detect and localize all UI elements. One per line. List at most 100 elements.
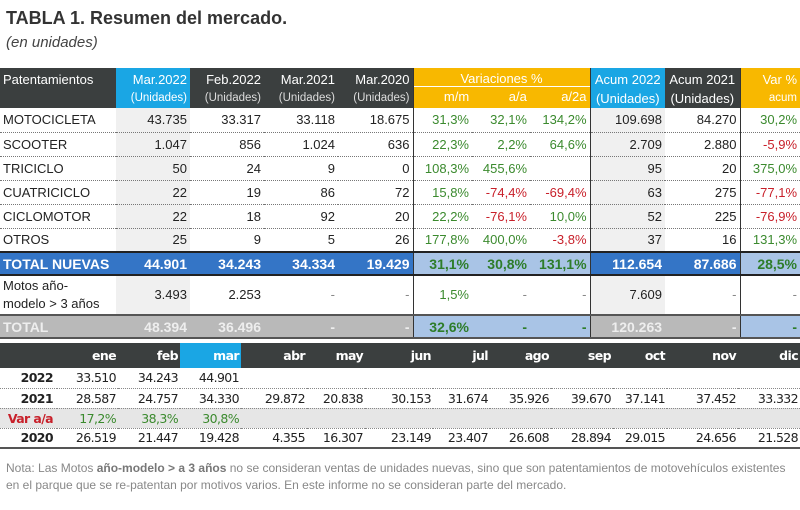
header-acum2022: Acum 2022 (Unidades) bbox=[589, 68, 666, 108]
header-label: Variaciones % bbox=[413, 68, 590, 87]
cell: -77,1% bbox=[739, 180, 800, 205]
cell: 35.926 bbox=[490, 388, 551, 409]
cell: -5,9% bbox=[739, 132, 800, 157]
header-patentamientos: Patentamientos bbox=[0, 68, 116, 108]
month-header-feb: feb bbox=[118, 343, 180, 368]
row-label: CUATRICICLO bbox=[0, 180, 116, 205]
cell: -69,4% bbox=[530, 180, 591, 205]
cell: 22 bbox=[116, 204, 190, 229]
header-unit: (Unidades) bbox=[278, 92, 335, 104]
cell bbox=[738, 368, 800, 389]
cell: 72 bbox=[338, 180, 413, 205]
cell: 3.493 bbox=[116, 275, 190, 315]
cell: 48.394 bbox=[116, 314, 190, 339]
cell: 34.334 bbox=[264, 251, 338, 276]
cell: - bbox=[530, 314, 591, 339]
cell: 34.243 bbox=[190, 251, 264, 276]
row-label: TOTAL bbox=[0, 314, 116, 339]
header-aa: a/a bbox=[508, 89, 527, 104]
cell: 33.332 bbox=[738, 388, 800, 409]
header-var-acum: Var % acum bbox=[739, 68, 800, 108]
cell bbox=[738, 408, 800, 429]
table-row: TOTAL NUEVAS 44.901 34.243 34.334 19.429 31,1… bbox=[0, 251, 800, 276]
note-text: Nota: Las Motos bbox=[6, 461, 97, 475]
cell bbox=[667, 408, 738, 429]
monthly-table: ene feb mar abr may jun jul ago sep oct nov dic 2022… bbox=[0, 343, 800, 449]
cell: 32,1% bbox=[472, 108, 530, 133]
row-label: CICLOMOTOR bbox=[0, 204, 116, 229]
cell: 37.141 bbox=[613, 388, 667, 409]
cell bbox=[241, 368, 307, 389]
cell: 22,2% bbox=[412, 204, 472, 229]
month-header-jul: jul bbox=[433, 343, 490, 368]
cell: 28.587 bbox=[57, 388, 118, 409]
header-a2a: a/2a bbox=[561, 89, 587, 104]
cell: 33.510 bbox=[57, 368, 118, 389]
header-row: Patentamientos Mar.2022 (Unidades) Feb.20… bbox=[0, 68, 800, 108]
header-unit: (Unidades) bbox=[595, 91, 660, 106]
cell: - bbox=[582, 287, 587, 302]
cell: 19.429 bbox=[338, 251, 413, 276]
cell: 32,6% bbox=[412, 314, 472, 339]
cell: 30,2% bbox=[739, 108, 800, 133]
cell: 24.656 bbox=[667, 428, 738, 449]
cell: 2.880 bbox=[665, 132, 741, 157]
cell: 23.149 bbox=[365, 428, 433, 449]
row-label: 2020 bbox=[0, 428, 57, 449]
cell: 1.047 bbox=[116, 132, 190, 157]
cell: -3,8% bbox=[530, 228, 591, 253]
cell: 43.735 bbox=[116, 108, 190, 133]
cell: 26 bbox=[338, 228, 413, 253]
cell: - bbox=[472, 314, 530, 339]
header-mar2020: Mar.2020 (Unidades) bbox=[338, 68, 413, 108]
cell: 5 bbox=[264, 228, 338, 253]
header-label: Acum 2021 bbox=[669, 72, 736, 87]
cell: 30.153 bbox=[365, 388, 433, 409]
header-feb2022: Feb.2022 (Unidades) bbox=[190, 68, 264, 108]
cell: 64,6% bbox=[530, 132, 591, 157]
row-label: MOTOCICLETA bbox=[0, 108, 116, 133]
cell: 19.428 bbox=[180, 428, 241, 449]
cell: 856 bbox=[190, 132, 264, 157]
row-label-line: Motos año- bbox=[3, 278, 69, 293]
cell: - bbox=[264, 314, 338, 339]
cell: 19 bbox=[190, 180, 264, 205]
cell: 18 bbox=[190, 204, 264, 229]
cell: 21.447 bbox=[118, 428, 180, 449]
cell bbox=[551, 368, 613, 389]
month-header-abr: abr bbox=[241, 343, 307, 368]
cell: 30,8% bbox=[472, 251, 530, 276]
cell: - bbox=[338, 314, 413, 339]
cell bbox=[365, 368, 433, 389]
cell: -76,1% bbox=[472, 204, 530, 229]
cell bbox=[307, 368, 365, 389]
cell bbox=[433, 408, 490, 429]
cell: - bbox=[739, 314, 800, 339]
cell: 455,6% bbox=[472, 156, 530, 181]
row-label: TRICICLO bbox=[0, 156, 116, 181]
header-unit: (Unidades) bbox=[670, 91, 735, 106]
cell: 0 bbox=[338, 156, 413, 181]
cell: 1.024 bbox=[264, 132, 338, 157]
cell: 44.901 bbox=[116, 251, 190, 276]
cell: - bbox=[665, 314, 741, 339]
cell: 120.263 bbox=[589, 314, 666, 339]
footnote: Nota: Las Motos año-modelo > a 3 años no… bbox=[6, 460, 796, 494]
cell: - bbox=[522, 287, 527, 302]
market-summary-table: Patentamientos Mar.2022 (Unidades) Feb.20… bbox=[0, 68, 800, 339]
month-header-oct: oct bbox=[613, 343, 667, 368]
cell: 108,3% bbox=[412, 156, 472, 181]
cell: 17,2% bbox=[57, 408, 118, 429]
header-mar2022: Mar.2022 (Unidades) bbox=[116, 68, 190, 108]
cell: 34.330 bbox=[180, 388, 241, 409]
monthly-row: 2022 33.510 34.243 44.901 bbox=[0, 368, 800, 389]
note-text: no se consideran ventas de unidades nuev… bbox=[6, 461, 786, 492]
cell: 10,0% bbox=[530, 204, 591, 229]
cell: 31,3% bbox=[412, 108, 472, 133]
month-header-ene: ene bbox=[57, 343, 118, 368]
cell: 25 bbox=[116, 228, 190, 253]
cell: 400,0% bbox=[472, 228, 530, 253]
cell: 37 bbox=[589, 228, 666, 253]
cell: 26.608 bbox=[490, 428, 551, 449]
cell: -74,4% bbox=[472, 180, 530, 205]
